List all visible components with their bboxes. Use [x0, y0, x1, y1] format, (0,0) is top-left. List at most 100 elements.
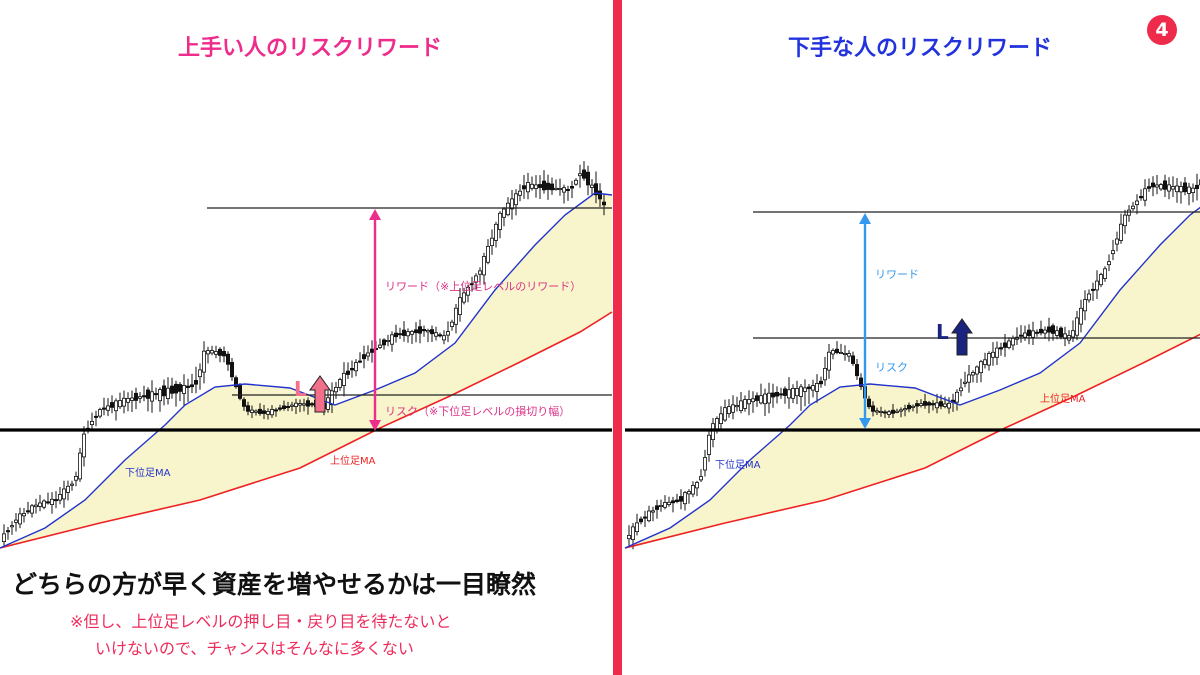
candle-body	[126, 398, 131, 403]
lower-tf-ma-label: 下位足MA	[715, 458, 761, 471]
candle-body	[647, 510, 652, 522]
ma-cloud-fill	[0, 193, 612, 548]
risk-label: リスク（※下位足レベルの損切り幅）	[385, 404, 570, 418]
candle-body	[461, 292, 466, 303]
candle-body	[217, 348, 222, 356]
candle-body	[90, 420, 95, 425]
reward-arrow-head	[369, 209, 381, 220]
candle-body	[473, 275, 478, 283]
candle-body	[582, 169, 587, 179]
candle-body	[1099, 274, 1104, 286]
candle-body	[771, 392, 776, 398]
candle-body	[659, 504, 664, 507]
candle-body	[509, 198, 514, 210]
candle-body	[477, 270, 482, 275]
lower-tf-ma-line	[624, 206, 1200, 549]
candle-body	[1079, 307, 1084, 325]
candle-body	[855, 364, 860, 377]
candle-body	[919, 403, 924, 407]
candle-body	[485, 245, 490, 263]
candle-body	[935, 402, 940, 409]
candle-body	[6, 530, 11, 533]
candle-body	[54, 499, 59, 502]
candle-body	[803, 387, 808, 392]
candle-body	[1051, 325, 1056, 334]
candle-body	[979, 361, 984, 374]
candle-body	[967, 374, 972, 383]
candle-body	[365, 352, 370, 357]
candle-body	[570, 185, 575, 189]
candle-body	[639, 518, 644, 523]
candle-body	[453, 307, 458, 325]
candle-body	[329, 390, 334, 406]
candle-body	[739, 400, 744, 411]
candle-body	[149, 391, 154, 402]
candle-body	[999, 347, 1004, 350]
candle-body	[947, 402, 952, 409]
candle-body	[413, 329, 418, 334]
candle-body	[429, 329, 434, 335]
headline: どちらの方が早く資産を増やせるかは一目瞭然	[12, 570, 537, 599]
risk-arrow-head	[859, 418, 871, 429]
candle-body	[779, 393, 784, 396]
candle-body	[46, 501, 51, 504]
candle-body	[819, 380, 824, 385]
candle-body	[273, 409, 278, 412]
candle-body	[133, 392, 138, 401]
candle-body	[534, 184, 539, 189]
candle-body	[265, 410, 270, 415]
candle-body	[253, 410, 258, 413]
reward-label: リワード	[875, 268, 919, 281]
candle-body	[1131, 205, 1136, 210]
candle-body	[550, 183, 555, 191]
right-chart-title: 下手な人のリスクリワード	[787, 36, 1052, 61]
candle-body	[205, 350, 210, 355]
candle-body	[193, 379, 198, 385]
candle-body	[1195, 184, 1200, 190]
candle-body	[17, 513, 22, 525]
candle-body	[50, 498, 55, 505]
candle-body	[1087, 293, 1092, 301]
candle-body	[566, 188, 571, 191]
candle-body	[349, 367, 354, 371]
candle-body	[875, 410, 880, 413]
candle-body	[651, 510, 656, 513]
candle-body	[341, 372, 346, 386]
candle-body	[1091, 288, 1096, 291]
candle-body	[309, 403, 314, 406]
candle-body	[281, 405, 286, 409]
candle-body	[799, 386, 804, 397]
candle-body	[277, 407, 282, 410]
candle-body	[963, 381, 968, 384]
candle-body	[971, 372, 976, 376]
candle-body	[1191, 187, 1196, 193]
candle-body	[1111, 250, 1116, 254]
candle-body	[871, 405, 876, 412]
candle-body	[1103, 268, 1108, 279]
candle-body	[21, 513, 26, 517]
candle-body	[590, 184, 595, 188]
candle-body	[209, 350, 214, 354]
candle-body	[671, 500, 676, 504]
candle-body	[1123, 214, 1128, 227]
candle-body	[369, 348, 374, 353]
candle-body	[98, 409, 103, 417]
candle-body	[987, 352, 992, 366]
entry-up-arrow-icon	[309, 375, 331, 413]
upper-tf-ma-label: 上位足MA	[330, 454, 376, 467]
candle-body	[1127, 209, 1132, 216]
candle-body	[1143, 188, 1148, 201]
candle-body	[843, 352, 848, 355]
candle-body	[795, 388, 800, 397]
candle-body	[831, 350, 836, 355]
candle-body	[82, 433, 87, 458]
candle-body	[915, 403, 920, 407]
candle-body	[445, 331, 450, 336]
candle-body	[1159, 184, 1164, 190]
candle-body	[602, 201, 607, 206]
candle-body	[578, 173, 583, 177]
candle-body	[727, 406, 732, 415]
candle-body	[213, 351, 218, 355]
candle-body	[425, 329, 430, 333]
candle-body	[333, 386, 338, 393]
